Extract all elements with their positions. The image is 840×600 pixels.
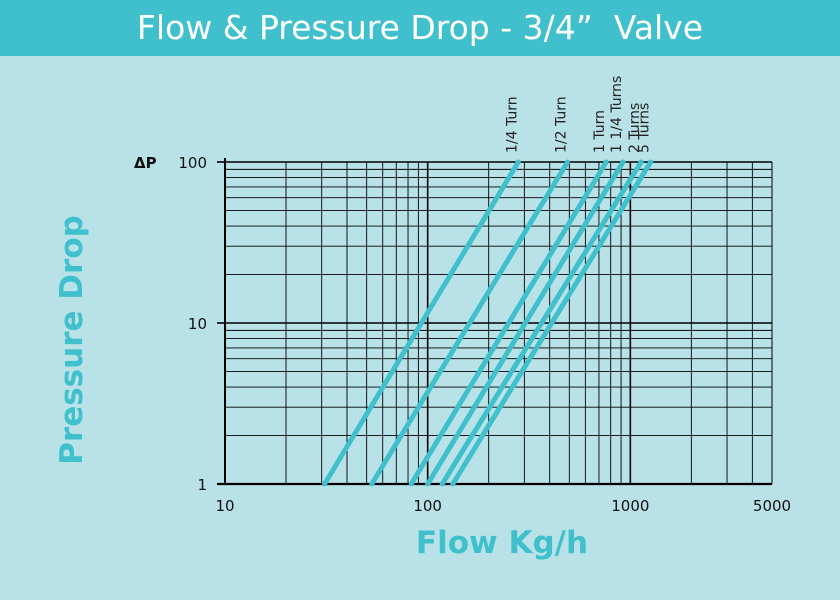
series-label: 1/2 Turn <box>554 96 570 153</box>
x-tick-label: 10 <box>215 497 234 515</box>
x-tick-label: 100 <box>413 497 442 515</box>
y-axis-label: Pressure Drop <box>54 215 90 465</box>
series-label: 1 Turn <box>592 110 608 153</box>
x-tick-label: 5000 <box>753 497 791 515</box>
series-line <box>425 159 626 487</box>
series-line <box>439 159 644 487</box>
series-line <box>408 159 609 487</box>
y-tick-label: 100 <box>178 154 207 172</box>
series-label: 2 Turns <box>627 103 643 153</box>
series-line <box>369 159 571 487</box>
series-label: 1/4 Turn <box>504 96 520 153</box>
x-axis-label: Flow Kg/h <box>415 525 589 561</box>
x-tick-label: 1000 <box>611 497 649 515</box>
series-line <box>450 159 654 487</box>
y-tick-label: 1 <box>197 476 207 494</box>
series-label: 1 1/4 Turns <box>609 76 625 153</box>
series-label: 5 Turns <box>637 103 653 153</box>
y-tick-label: 10 <box>188 315 207 333</box>
chart-title: Flow & Pressure Drop - 3/4” Valve <box>0 0 840 56</box>
y-axis-symbol: ΔP <box>134 154 157 172</box>
series-line <box>322 159 521 487</box>
